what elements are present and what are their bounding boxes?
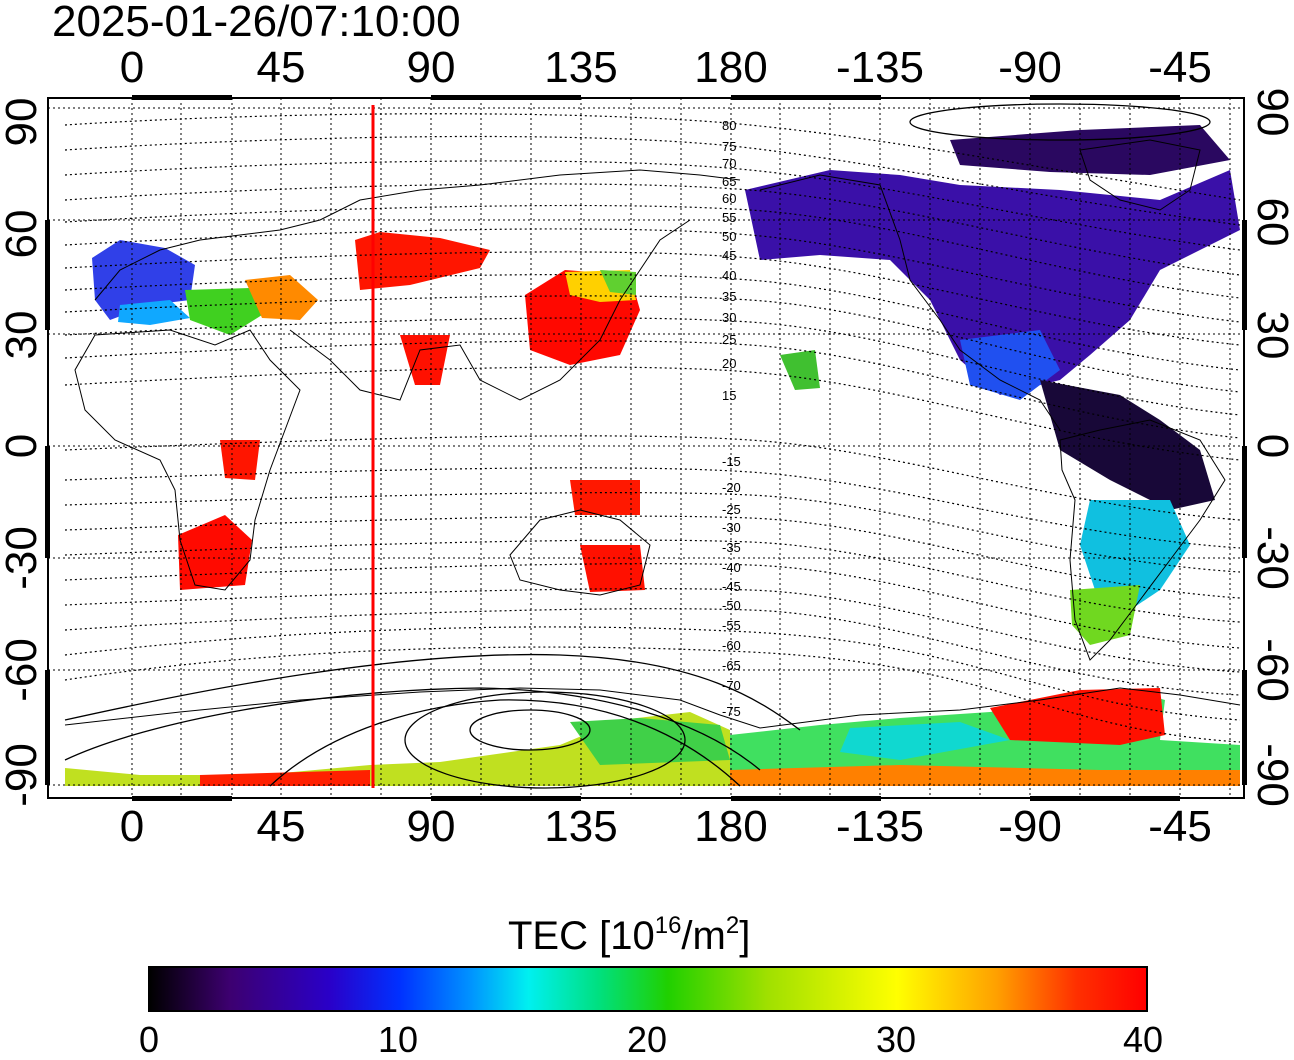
mlat-label: 40 [722,268,736,283]
coast-north-america [759,174,1061,431]
colorbar-label: TEC [10 [508,914,655,958]
coast-africa [74,329,301,591]
tec-region-arctic [950,125,1230,175]
mlat-label: 65 [722,174,736,189]
mlat-label: 15 [722,388,736,403]
coast-europe [94,169,741,301]
mlat-label: 55 [722,210,736,225]
mlat-label: -45 [722,579,741,594]
mlat-label: 75 [722,139,736,154]
mlat-label: -60 [722,638,741,653]
colorbar-tick: 30 [875,1019,917,1060]
colorbar-label-unit-exponent: 2 [725,912,740,939]
lon-tick-top: 0 [119,43,145,92]
tec-region-east-coast [960,330,1060,400]
lon-tick-bottom: 90 [406,802,456,851]
tec-region-antarctic-cyan [840,722,1010,760]
mlat-label: 35 [722,289,736,304]
lon-tick-top: 90 [406,43,456,92]
tec-map: 80 75 70 65 60 55 50 45 40 35 30 25 20 1… [45,95,1247,801]
colorbar-title: TEC [1016/m2] [508,904,750,958]
lat-lon-grid [48,98,1244,798]
tec-region-antarctic-west [65,712,730,786]
mlat-label: 50 [722,229,736,244]
tec-region-hawaii [780,350,820,390]
colorbar-label-unit: /m [681,914,726,958]
lon-tick-top: -45 [1148,43,1212,92]
tec-region-central-africa [220,440,260,480]
lon-tick-bottom: 45 [256,802,306,851]
mlat-label: 80 [722,118,736,133]
mlat-labels: 80 75 70 65 60 55 50 45 40 35 30 25 20 1… [722,118,741,719]
tec-region-antarctic-central [570,718,730,765]
south-pole-contours [64,103,1211,789]
lon-tick-top: 135 [544,43,618,92]
mlat-label: 70 [722,156,736,171]
timestamp-title: 2025-01-26/07:10:00 [52,0,461,46]
colorbar-label-exponent: 16 [654,912,682,939]
mlat-label: -65 [722,658,741,673]
colorbar-tick: 10 [377,1019,419,1060]
mlat-label: -55 [722,618,741,633]
lon-tick-bottom: -135 [835,802,925,851]
colorbar-label-close: ] [739,914,751,958]
coast-asia-south [289,219,691,401]
colorbar-tick: 40 [1122,1019,1164,1060]
lon-tick-bottom: 180 [694,802,768,851]
lon-tick-bottom: -90 [998,802,1062,851]
lon-tick-bottom: -45 [1148,802,1212,851]
tec-region-southern-africa [178,515,252,590]
mlat-label: -40 [722,560,741,575]
tec-region-central-asia [355,232,490,290]
tec-region-europe [92,240,195,320]
tec-region-middle-east [245,275,318,320]
mlat-label: 20 [722,356,736,371]
mlat-label: -75 [722,704,741,719]
mlat-label: 25 [722,332,736,347]
tec-region-south-america [1080,500,1190,610]
mlat-label: 30 [722,310,736,325]
mlat-label: -35 [722,540,741,555]
mlat-label: -70 [722,678,741,693]
colorbar [148,966,1148,1012]
mlat-label: -50 [722,598,741,613]
lon-tick-top: -135 [835,43,925,92]
colorbar-tick: 0 [138,1019,160,1060]
frame-tick-bars [45,95,1247,801]
tec-region-patagonia [1070,585,1140,645]
lon-tick-top: -90 [998,43,1062,92]
mlat-label: 60 [722,191,736,206]
mlat-label: -30 [722,520,741,535]
coast-australia [509,509,651,596]
tec-region-europe-south [118,300,190,325]
colorbar-tick: 20 [626,1019,668,1060]
mlat-label: -25 [722,502,741,517]
mlat-label: -20 [722,480,741,495]
coast-antarctica [64,687,1241,729]
lon-tick-top: 45 [256,43,306,92]
coast-greenland [1079,139,1201,211]
magnetic-latitude-contours [64,113,1241,743]
tec-region-indonesia [570,480,640,515]
tec-region-antarctic-west-red [200,770,370,786]
tec-region-antarctic-south [730,765,1240,786]
coast-south-america [1059,419,1226,661]
lon-tick-bottom: 0 [119,802,145,851]
lon-tick-bottom: 135 [544,802,618,851]
coastlines [64,139,1241,729]
tec-region-australia [580,545,645,592]
lon-tick-top: 180 [694,43,768,92]
mlat-label: -15 [722,454,741,469]
tec-region-mediterranean [185,288,262,335]
mlat-label: 45 [722,248,736,263]
